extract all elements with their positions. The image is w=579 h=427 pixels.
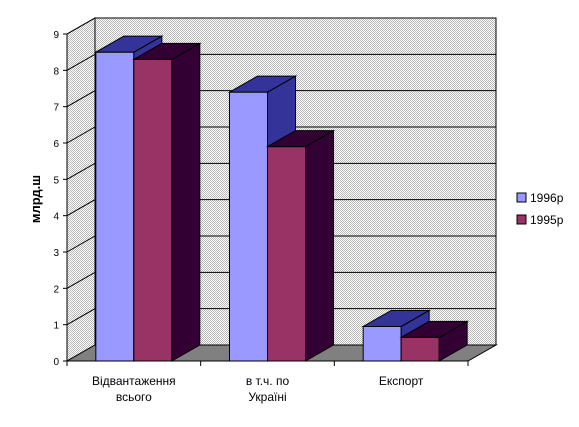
bar-front — [133, 58, 173, 362]
gridline — [66, 126, 496, 144]
y-tick-label: 0 — [53, 357, 59, 368]
legend: 1996р 1995р — [516, 191, 564, 227]
side-wall — [66, 17, 96, 362]
bar-top — [131, 42, 202, 60]
bar-front — [400, 336, 440, 362]
y-tick-label: 8 — [53, 66, 59, 77]
y-tick-label: 5 — [53, 175, 59, 186]
y-tick-labels: 0 1 2 3 4 5 6 7 8 9 — [53, 30, 59, 368]
bar-top — [361, 309, 432, 327]
bars — [93, 35, 470, 362]
gridline — [66, 271, 496, 289]
gridline — [66, 17, 496, 35]
bar — [131, 42, 202, 362]
bar-side — [171, 42, 201, 362]
category-label: Експорт — [379, 374, 424, 388]
bar — [265, 129, 336, 362]
y-tick-label: 4 — [53, 212, 59, 223]
category-label: в т.ч. по — [246, 374, 290, 388]
category-label: Україні — [248, 390, 286, 404]
bar-front — [362, 325, 402, 362]
legend-entry: 1995р — [530, 213, 564, 227]
bar-top — [227, 75, 298, 93]
bar-top — [265, 130, 336, 148]
gridline — [66, 199, 496, 217]
y-tick-label: 7 — [53, 103, 59, 114]
y-tick-label: 9 — [53, 30, 59, 41]
legend-swatch — [516, 214, 527, 225]
bar-top — [399, 320, 470, 338]
bar-front — [95, 51, 135, 362]
y-tick-label: 1 — [53, 321, 59, 332]
y-tick-label: 2 — [53, 284, 59, 295]
gridline — [66, 162, 496, 180]
bar-front — [267, 146, 306, 362]
gridline — [66, 235, 496, 253]
legend-swatch — [516, 192, 527, 203]
category-label: Відвантаження — [92, 374, 176, 388]
bar-side — [305, 129, 334, 362]
bar-top — [93, 35, 164, 53]
y-axis-label: млрд.ш — [28, 175, 43, 223]
y-tick-label: 3 — [53, 248, 59, 259]
gridline — [66, 53, 496, 71]
gridline — [66, 90, 496, 108]
y-tick-label: 6 — [53, 139, 59, 150]
bar-front — [229, 91, 268, 362]
bar — [399, 320, 470, 362]
gridline — [66, 308, 496, 326]
category-label: всього — [116, 390, 152, 404]
gridlines — [66, 17, 496, 326]
category-labels: Відвантаження всього в т.ч. по Україні Експо… — [92, 374, 424, 404]
legend-entry: 1996р — [530, 191, 564, 205]
